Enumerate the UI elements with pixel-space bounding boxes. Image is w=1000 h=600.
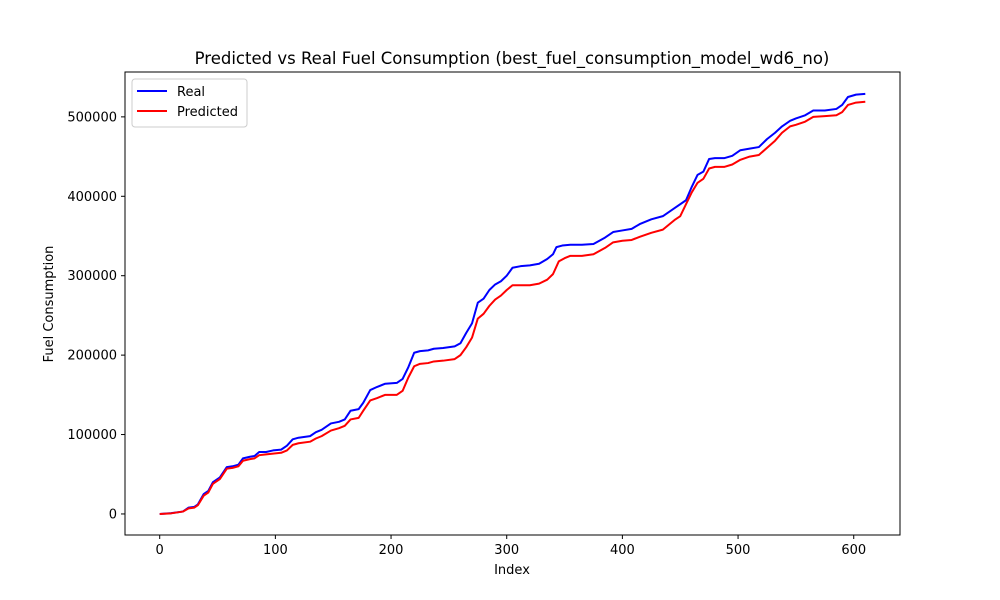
- y-axis-label: Fuel Consumption: [42, 246, 57, 363]
- x-tick-label: 500: [726, 543, 751, 558]
- series-line-predicted: [159, 100, 866, 515]
- x-axis: 0 100 200 300 400 500 600: [156, 535, 866, 558]
- y-tick-label: 200000: [67, 349, 117, 364]
- plot-frame: [124, 71, 901, 536]
- y-tick-label: 100000: [67, 428, 117, 443]
- series-line-real: [159, 92, 866, 515]
- y-tick-label: 400000: [67, 190, 117, 205]
- x-tick-label: 0: [156, 543, 164, 558]
- chart-title: Predicted vs Real Fuel Consumption (best…: [195, 49, 830, 69]
- y-tick-label: 0: [109, 507, 117, 522]
- series-layer: [159, 92, 866, 515]
- x-tick-label: 100: [263, 543, 288, 558]
- x-tick-label: 200: [379, 543, 404, 558]
- x-tick-label: 300: [494, 543, 519, 558]
- x-axis-label: Index: [494, 563, 530, 578]
- y-tick-label: 300000: [67, 269, 117, 284]
- y-axis: 0 100000 200000 300000 400000 500000: [67, 110, 125, 522]
- x-tick-label: 400: [610, 543, 635, 558]
- x-tick-label: 600: [841, 543, 866, 558]
- y-tick-label: 500000: [67, 110, 117, 125]
- legend: Real Predicted: [131, 78, 248, 128]
- legend-real-label: Real: [177, 85, 205, 100]
- legend-predicted-label: Predicted: [177, 105, 238, 120]
